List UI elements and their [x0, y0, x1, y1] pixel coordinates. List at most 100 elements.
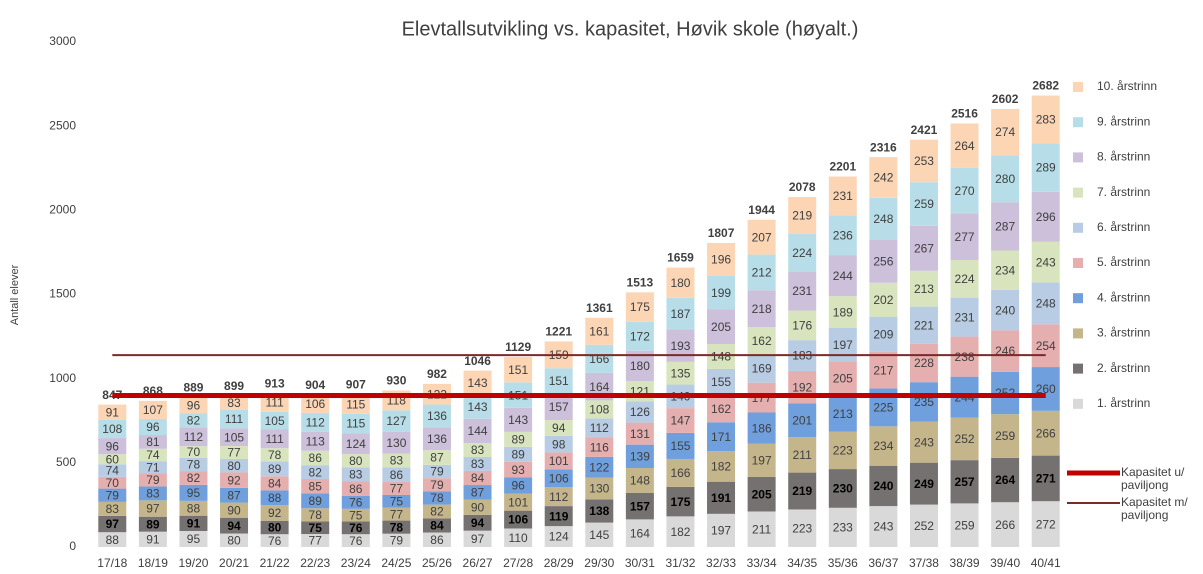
data-label: 228	[914, 356, 934, 370]
bar-segment	[260, 476, 289, 491]
data-label: 197	[833, 338, 853, 352]
data-label: 87	[227, 488, 241, 502]
bar-segment	[179, 531, 208, 547]
data-label: 157	[630, 499, 650, 513]
data-label: 238	[955, 350, 975, 364]
bar-segment	[991, 289, 1020, 331]
data-label: 257	[955, 475, 975, 489]
bar-segment	[666, 297, 695, 330]
data-label: 92	[227, 473, 241, 487]
bar-segment	[463, 442, 492, 457]
total-label: 907	[346, 378, 366, 392]
bar-segment	[909, 182, 938, 226]
bar-segment	[788, 271, 817, 311]
bar-segment	[585, 522, 614, 547]
data-label: 172	[630, 329, 650, 343]
data-label: 201	[792, 413, 812, 427]
data-label: 89	[268, 462, 282, 476]
legend-swatch	[1073, 328, 1083, 339]
x-tick-label: 30/31	[625, 556, 655, 570]
bar-segment	[788, 472, 817, 510]
data-label: 83	[390, 454, 404, 468]
bar-segment	[463, 530, 492, 547]
bar-segment	[382, 533, 411, 547]
data-label: 240	[995, 303, 1015, 317]
data-label: 86	[349, 482, 363, 496]
bar-segment	[1031, 324, 1060, 368]
data-label: 186	[752, 421, 772, 435]
data-label: 162	[711, 402, 731, 416]
bar-segment	[625, 292, 654, 322]
data-label: 259	[995, 429, 1015, 443]
data-label: 107	[143, 403, 163, 417]
data-label: 235	[914, 395, 934, 409]
bar-segment	[950, 417, 979, 461]
data-label: 85	[309, 479, 323, 493]
bar-segment	[179, 515, 208, 532]
bar-segment	[98, 532, 127, 547]
bar-segment	[260, 411, 289, 430]
data-label: 271	[1036, 472, 1056, 486]
data-label: 115	[346, 417, 365, 431]
data-label: 219	[792, 209, 812, 223]
bar-segment	[301, 493, 330, 509]
data-label: 218	[752, 302, 772, 316]
bar-segment	[828, 507, 857, 547]
bar-segment	[909, 306, 938, 344]
data-label: 78	[187, 458, 201, 472]
data-label: 75	[390, 494, 404, 508]
bar-segment	[301, 478, 330, 494]
bar-segment	[1031, 410, 1060, 456]
bar-segment	[909, 462, 938, 505]
x-tick-label: 37/38	[909, 556, 939, 570]
x-tick-label: 35/36	[828, 556, 858, 570]
data-label: 78	[309, 508, 323, 522]
data-label: 274	[995, 125, 1015, 139]
data-label: 266	[995, 518, 1015, 532]
bar-segment	[138, 486, 167, 501]
bar-segment	[909, 421, 938, 463]
bar-segment	[869, 506, 898, 547]
bar-segment	[991, 502, 1020, 547]
data-label: 242	[873, 171, 893, 185]
y-tick-label: 1500	[49, 287, 76, 301]
data-label: 243	[1036, 255, 1056, 269]
data-label: 89	[146, 517, 160, 531]
data-label: 230	[833, 482, 853, 496]
data-label: 97	[471, 532, 485, 546]
data-label: 111	[266, 432, 285, 446]
bar-segment	[463, 418, 492, 443]
data-label: 84	[430, 519, 444, 533]
data-label: 82	[187, 471, 201, 485]
data-label: 144	[468, 424, 488, 438]
data-label: 211	[752, 522, 771, 536]
total-label: 2602	[992, 92, 1019, 106]
data-label: 264	[995, 473, 1015, 487]
data-label: 106	[549, 471, 569, 485]
bar-segment	[585, 344, 614, 373]
data-label: 234	[995, 263, 1015, 277]
bar-segment	[463, 499, 492, 515]
bar-segment	[828, 361, 857, 396]
bar-segment	[382, 410, 411, 432]
data-label: 79	[390, 534, 404, 548]
data-label: 180	[630, 359, 650, 373]
bar-segment	[341, 413, 370, 434]
bar-segment	[991, 155, 1020, 203]
bar-segment	[301, 465, 330, 479]
bar-segment	[666, 516, 695, 547]
bar-segment	[707, 275, 736, 310]
bar-segment	[422, 450, 451, 465]
bar-segment	[220, 517, 249, 534]
data-label: 211	[793, 448, 812, 462]
data-label: 296	[1036, 210, 1056, 224]
bar-segment	[828, 176, 857, 216]
legend-label: 9. årstrinn	[1097, 114, 1150, 128]
legend-label: 6. årstrinn	[1097, 220, 1150, 234]
data-label: 162	[752, 334, 772, 348]
bar-segment	[98, 438, 127, 455]
bar-segment	[747, 254, 776, 291]
data-label: 91	[106, 405, 120, 419]
bar-segment	[1031, 191, 1060, 242]
data-label: 155	[670, 439, 690, 453]
